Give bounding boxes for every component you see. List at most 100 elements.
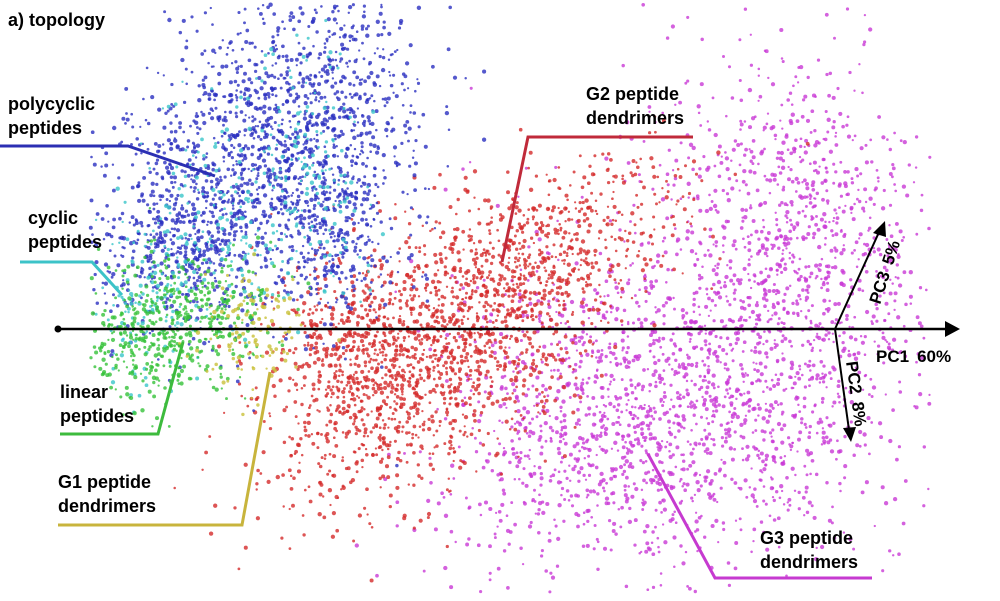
- g3-point: [671, 404, 676, 409]
- g3-point: [749, 286, 753, 290]
- g2-point: [445, 366, 448, 370]
- g3-point: [633, 294, 637, 297]
- g2-point: [342, 338, 347, 343]
- g3-point: [498, 478, 502, 482]
- g3-point: [801, 288, 805, 292]
- g2-point: [338, 410, 342, 415]
- g3-point: [461, 286, 465, 290]
- g3-point: [500, 502, 505, 507]
- g3-point: [813, 197, 816, 200]
- g2-point: [424, 393, 427, 397]
- polycyclic-point: [239, 90, 243, 94]
- g3-point: [855, 443, 860, 448]
- g3-point: [824, 435, 829, 440]
- g3-point: [914, 166, 918, 169]
- g2-point: [365, 394, 368, 397]
- g2-point: [287, 389, 291, 393]
- g2-point: [304, 361, 309, 366]
- g3-point: [877, 180, 880, 183]
- g2-point: [532, 209, 535, 212]
- g3-point: [804, 265, 808, 269]
- g2-point: [426, 375, 431, 380]
- g2-point: [434, 292, 439, 297]
- g2-point: [373, 423, 379, 428]
- g3-point: [756, 281, 760, 285]
- g2-point: [534, 174, 539, 178]
- g3-point: [717, 174, 722, 179]
- g2-point: [303, 420, 307, 425]
- g3-point: [766, 254, 769, 258]
- g3-point: [827, 518, 832, 523]
- g2-point: [363, 407, 366, 411]
- g2-point: [422, 348, 426, 352]
- g3-point: [534, 512, 537, 515]
- g2-point: [624, 229, 627, 233]
- g3-point: [661, 403, 665, 408]
- g3-point: [790, 179, 795, 184]
- g2-point: [487, 274, 491, 277]
- g3-point: [742, 168, 747, 174]
- g3-point: [625, 120, 630, 125]
- g2-point: [527, 255, 531, 260]
- g3-point: [838, 182, 842, 186]
- g3-point: [748, 486, 752, 489]
- g2-point: [402, 320, 406, 323]
- g3-point: [816, 227, 821, 232]
- g3-point: [690, 230, 695, 235]
- g3-point: [635, 300, 639, 305]
- g2-point: [413, 336, 419, 341]
- g2-point: [576, 218, 581, 223]
- g3-point: [606, 387, 610, 391]
- g3-point: [395, 500, 400, 505]
- g3-point: [885, 340, 889, 344]
- g3-point: [569, 299, 575, 305]
- g3-point: [689, 443, 692, 446]
- g3-point: [710, 494, 715, 498]
- g3-point: [463, 396, 467, 400]
- g3-point: [725, 324, 728, 327]
- g2-point: [607, 321, 610, 324]
- g2-point: [470, 292, 474, 296]
- g3-point: [833, 302, 838, 307]
- g3-point: [861, 289, 865, 293]
- g2-point: [613, 345, 618, 350]
- g3-point: [601, 313, 606, 318]
- g3-point: [563, 441, 568, 446]
- g2-point: [292, 308, 296, 313]
- g3-point: [754, 322, 759, 326]
- g3-point: [781, 140, 786, 145]
- g3-point: [634, 486, 639, 492]
- g3-point: [708, 253, 713, 258]
- g3-point: [903, 479, 908, 483]
- g2-point: [499, 472, 504, 476]
- g2-point: [335, 429, 338, 433]
- g3-point: [733, 447, 737, 451]
- g2-point: [282, 440, 287, 445]
- g3-point: [507, 542, 511, 546]
- g2-point: [502, 367, 507, 372]
- g2-point: [331, 391, 335, 396]
- g2-point: [438, 252, 443, 257]
- g2-point: [331, 385, 335, 389]
- g2-point: [407, 483, 410, 486]
- g3-point: [600, 413, 606, 419]
- g2-point: [418, 250, 422, 254]
- g2-point: [303, 428, 308, 433]
- g3-point: [753, 349, 758, 354]
- g3-point: [648, 390, 651, 393]
- g2-point: [526, 316, 529, 320]
- g3-point: [692, 447, 695, 451]
- g2-point: [497, 303, 502, 308]
- polycyclic-point: [260, 235, 265, 241]
- g3-point: [816, 332, 819, 336]
- g3-point: [772, 518, 777, 522]
- g3-point: [679, 477, 683, 481]
- g2-point: [405, 304, 409, 308]
- g2-point: [452, 386, 457, 391]
- g3-point: [631, 416, 635, 421]
- polycyclic-point: [360, 145, 364, 149]
- g3-point: [523, 454, 527, 458]
- g3-point: [762, 218, 765, 222]
- g2-point: [604, 238, 607, 242]
